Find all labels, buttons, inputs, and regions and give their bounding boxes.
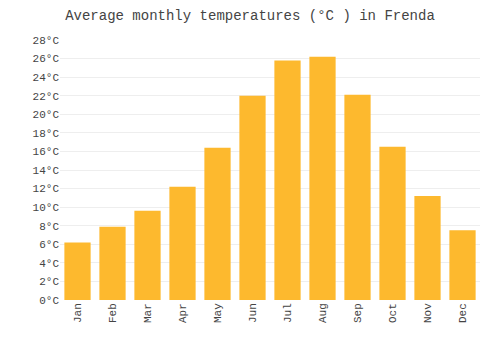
svg-text:Jan: Jan: [72, 303, 84, 323]
svg-text:20°C: 20°C: [33, 109, 60, 121]
svg-text:28°C: 28°C: [33, 35, 60, 47]
svg-text:16°C: 16°C: [33, 146, 60, 158]
svg-text:Sep: Sep: [352, 303, 364, 323]
svg-text:Nov: Nov: [422, 303, 434, 323]
svg-text:Jul: Jul: [282, 303, 294, 323]
svg-text:8°C: 8°C: [39, 221, 59, 233]
svg-text:0°C: 0°C: [39, 295, 59, 307]
svg-text:14°C: 14°C: [33, 165, 60, 177]
svg-text:Jun: Jun: [247, 303, 259, 323]
svg-text:22°C: 22°C: [33, 91, 60, 103]
svg-text:10°C: 10°C: [33, 202, 60, 214]
svg-text:2°C: 2°C: [39, 276, 59, 288]
svg-text:12°C: 12°C: [33, 183, 60, 195]
svg-text:Apr: Apr: [177, 303, 189, 323]
svg-text:6°C: 6°C: [39, 239, 59, 251]
svg-text:24°C: 24°C: [33, 72, 60, 84]
svg-text:Feb: Feb: [107, 303, 119, 323]
svg-text:Oct: Oct: [387, 303, 399, 323]
svg-text:Average monthly temperatures (: Average monthly temperatures (°C ) in Fr…: [65, 8, 435, 24]
svg-text:Dec: Dec: [457, 303, 469, 323]
svg-text:May: May: [212, 303, 224, 323]
svg-text:4°C: 4°C: [39, 258, 59, 270]
svg-text:26°C: 26°C: [33, 53, 60, 65]
svg-text:18°C: 18°C: [33, 128, 60, 140]
svg-text:Mar: Mar: [142, 303, 154, 323]
svg-text:Aug: Aug: [317, 303, 329, 323]
